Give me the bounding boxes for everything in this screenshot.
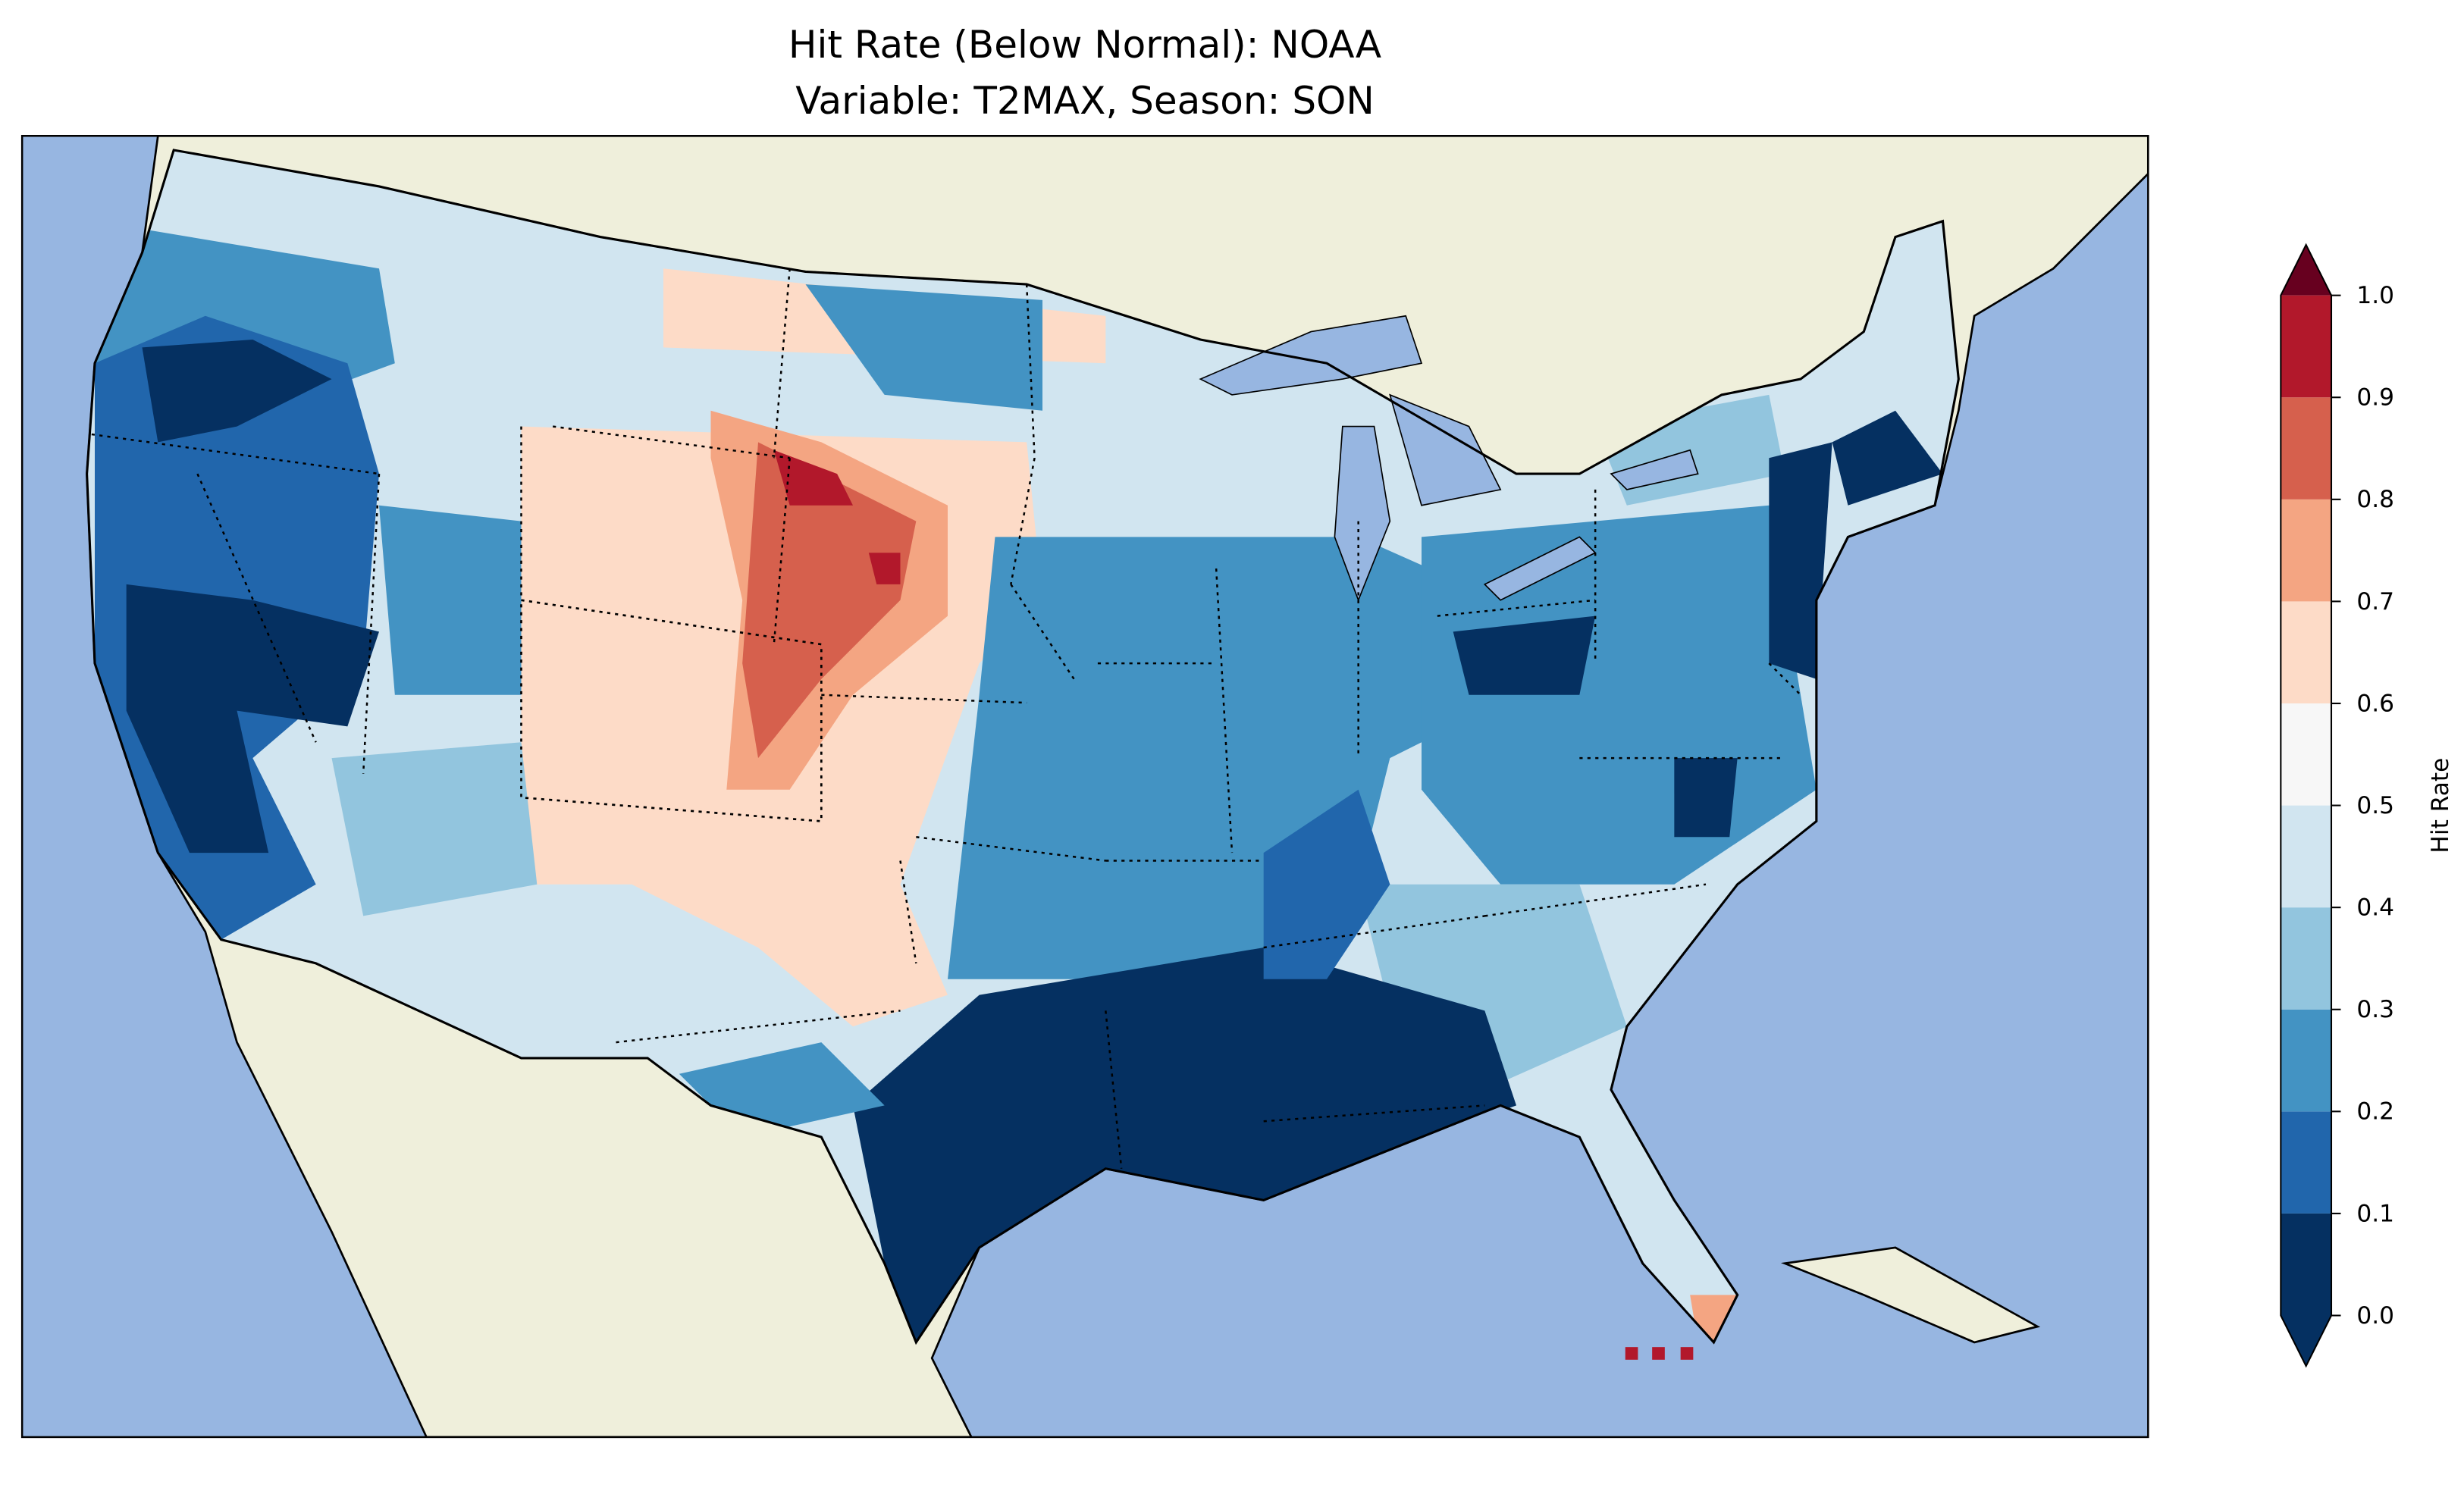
colorbar: [2280, 243, 2341, 1368]
colorbar-bin: [2281, 499, 2331, 602]
heatmap-region: [331, 742, 538, 916]
heatmap-region: [379, 505, 522, 695]
colorbar-bin: [2281, 1111, 2331, 1214]
colorbar-tick-label: 1.0: [2356, 282, 2394, 309]
colorbar-bin: [2281, 295, 2331, 398]
colorbar-bin: [2281, 1213, 2331, 1316]
heatmap-region: [773, 449, 853, 506]
colorbar-tick-label: 0.6: [2356, 690, 2394, 717]
colorbar-tick-label: 0.2: [2356, 1098, 2394, 1126]
map-area: [22, 136, 2149, 1437]
colorbar-label: Hit Rate: [2427, 758, 2454, 853]
colorbar-tick-label: 0.1: [2356, 1200, 2394, 1227]
colorbar-extend-min: [2281, 1315, 2331, 1367]
heatmap-region: [1453, 615, 1596, 695]
heatmap-region: [805, 284, 1042, 411]
heatmap-region: [868, 553, 901, 584]
colorbar-bin: [2281, 601, 2331, 703]
heatmap-cell: [1652, 1347, 1665, 1360]
lake: [1389, 393, 1502, 506]
colorbar-tick-label: 0.0: [2356, 1302, 2394, 1330]
heatmap-region: [1832, 410, 1943, 506]
heatmap-region: [126, 584, 379, 853]
lake: [1610, 449, 1699, 490]
cuba-land: [1780, 1246, 2041, 1344]
heatmap-region: [1674, 758, 1738, 838]
heatmap-region: [853, 947, 1516, 1342]
heatmap-region: [742, 442, 917, 759]
colorbar-tick-label: 0.3: [2356, 996, 2394, 1023]
colorbar-bin: [2281, 805, 2331, 908]
title-line-1: Hit Rate (Below Normal): NOAA: [788, 23, 1382, 67]
colorbar-bin: [2281, 703, 2331, 806]
colorbar-ticks: 0.0 0.1 0.2 0.3 0.4 0.5 0.6 0.7 0.8 0.9 …: [2356, 282, 2394, 1330]
colorbar-extend-max: [2281, 245, 2331, 296]
chart-title: Hit Rate (Below Normal): NOAA Variable: …: [0, 17, 2170, 129]
great-lakes: [1199, 315, 1699, 603]
title-line-2: Variable: T2MAX, Season: SON: [795, 79, 1375, 123]
state-borders: [520, 599, 823, 822]
colorbar-tick-label: 0.9: [2356, 384, 2394, 412]
colorbar-bin: [2281, 907, 2331, 1010]
keys-cells: [1625, 1347, 1694, 1360]
lake: [1334, 425, 1391, 603]
state-border-lines: [91, 268, 1801, 1169]
lake: [1199, 315, 1423, 396]
heatmap-cell: [1625, 1347, 1638, 1360]
heatmap-cell: [1680, 1347, 1694, 1360]
heatmap-region: [142, 340, 332, 443]
colorbar-tick-label: 0.8: [2356, 486, 2394, 513]
map-frame: [20, 135, 2149, 1439]
colorbar-bin: [2281, 397, 2331, 500]
colorbar-tick-label: 0.7: [2356, 588, 2394, 615]
colorbar-bin: [2281, 1009, 2331, 1112]
colorbar-tick-label: 0.5: [2356, 792, 2394, 819]
colorbar-tick-label: 0.4: [2356, 894, 2394, 922]
